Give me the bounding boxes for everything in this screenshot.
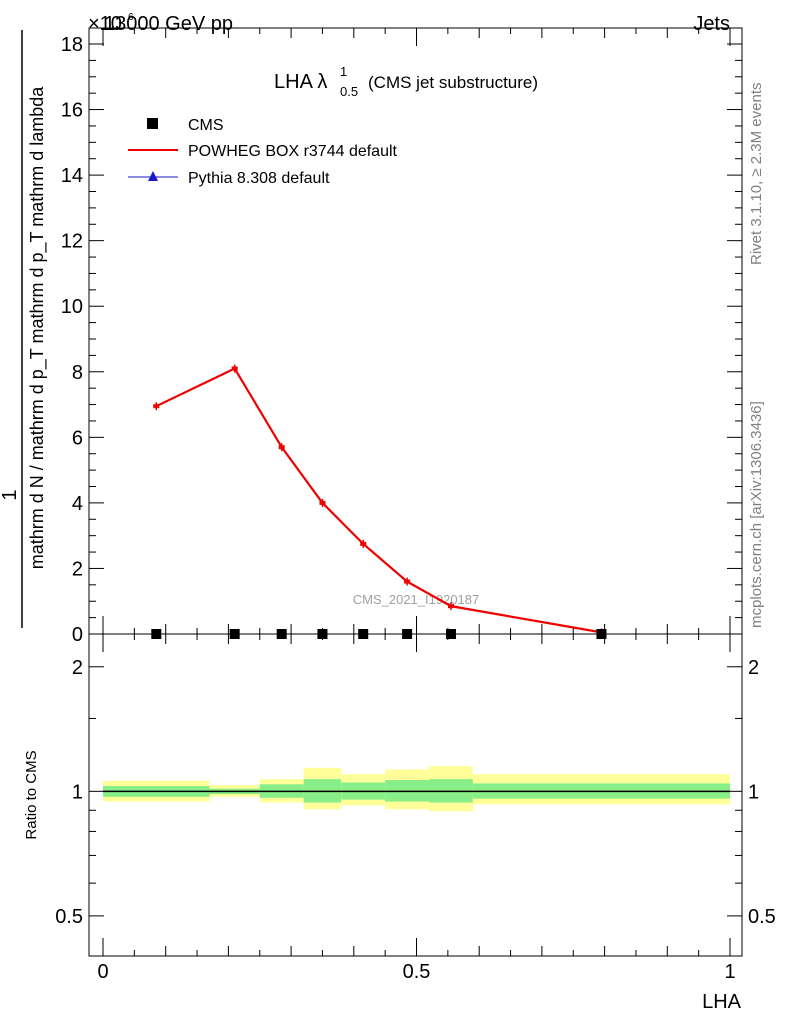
exponent-label: ×10 xyxy=(88,13,122,35)
ylabel-top: 1 xyxy=(0,489,21,500)
legend-pythia-label: Pythia 8.308 default xyxy=(188,170,330,187)
cms-point xyxy=(596,629,607,639)
header-right: Jets xyxy=(693,13,730,35)
x-tick-label: 1 xyxy=(724,961,735,983)
upper-frame xyxy=(88,27,743,635)
ratio-tick-label-right: 2 xyxy=(748,657,759,679)
ratio-tick-label-right: 0.5 xyxy=(748,906,776,928)
powheg-point xyxy=(319,500,326,505)
series-layer xyxy=(151,364,607,639)
cms-point xyxy=(229,629,240,639)
ratio-y-ticks: 0.5 0.5 1 1 2 2 xyxy=(55,657,776,928)
y-tick-label: 16 xyxy=(61,100,83,122)
legend-cms-label: CMS xyxy=(188,117,224,134)
x-tick-label: 0 xyxy=(97,961,108,983)
powheg-point xyxy=(231,366,238,371)
y-tick-label: 0 xyxy=(72,624,83,646)
mcplots-label: mcplots.cern.ch [arXiv:1306.3436] xyxy=(748,401,765,628)
analysis-watermark: CMS_2021_I1920187 xyxy=(353,592,480,607)
ratio-tick-label-right: 1 xyxy=(748,781,759,803)
powheg-point xyxy=(360,541,367,546)
x-tick-label: 0.5 xyxy=(403,961,431,983)
y-axis-label: 1 mathrm d N / mathrm d p_T mathrm d p_T… xyxy=(0,30,48,628)
cms-point xyxy=(276,629,287,639)
header-left: 13000 GeV pp xyxy=(104,13,233,35)
plot-title: LHA λ 1 0.5 (CMS jet substructure) xyxy=(274,64,538,99)
legend-cms-marker xyxy=(147,118,158,129)
powheg-point xyxy=(153,404,160,409)
ratio-tick-label: 2 xyxy=(72,657,83,679)
powheg-line xyxy=(155,367,602,634)
y-tick-label: 4 xyxy=(72,493,83,515)
y-tick-label: 6 xyxy=(72,427,83,449)
x-axis-label: LHA xyxy=(702,991,742,1013)
y-tick-label: 8 xyxy=(72,362,83,384)
legend: CMS POWHEG BOX r3744 default Pythia 8.30… xyxy=(128,117,398,187)
ratio-tick-label: 1 xyxy=(72,781,83,803)
y-tick-label: 12 xyxy=(61,231,83,253)
upper-y-ticks: 0 2 4 6 8 10 12 14 16 18 xyxy=(61,34,742,646)
cms-point xyxy=(317,629,328,639)
y-tick-label: 18 xyxy=(61,34,83,56)
cms-point xyxy=(402,629,413,639)
ratio-frame xyxy=(88,633,743,957)
title-main: LHA λ xyxy=(274,71,327,93)
cms-point xyxy=(445,629,456,639)
title-superscript: 1 xyxy=(340,64,347,79)
title-subscript: 0.5 xyxy=(340,84,358,99)
y-tick-label: 14 xyxy=(61,165,83,187)
exponent-power: 6 xyxy=(128,12,134,23)
rivet-version-label: Rivet 3.1.10, ≥ 2.3M events xyxy=(748,83,765,266)
powheg-point xyxy=(447,604,454,609)
ylabel-bottom: mathrm d N / mathrm d p_T mathrm d p_T m… xyxy=(27,86,48,569)
ratio-ylabel: Ratio to CMS xyxy=(23,750,40,839)
legend-pythia-marker xyxy=(148,171,158,181)
y-tick-label: 10 xyxy=(61,296,83,318)
title-tail: (CMS jet substructure) xyxy=(368,73,538,92)
y-tick-label: 2 xyxy=(72,558,83,580)
ratio-tick-label: 0.5 xyxy=(55,906,83,928)
ratio-bands xyxy=(103,766,730,812)
legend-powheg-label: POWHEG BOX r3744 default xyxy=(188,143,398,160)
powheg-point xyxy=(404,579,411,584)
powheg-point xyxy=(278,445,285,450)
cms-point xyxy=(151,629,162,639)
cms-point xyxy=(358,629,369,639)
